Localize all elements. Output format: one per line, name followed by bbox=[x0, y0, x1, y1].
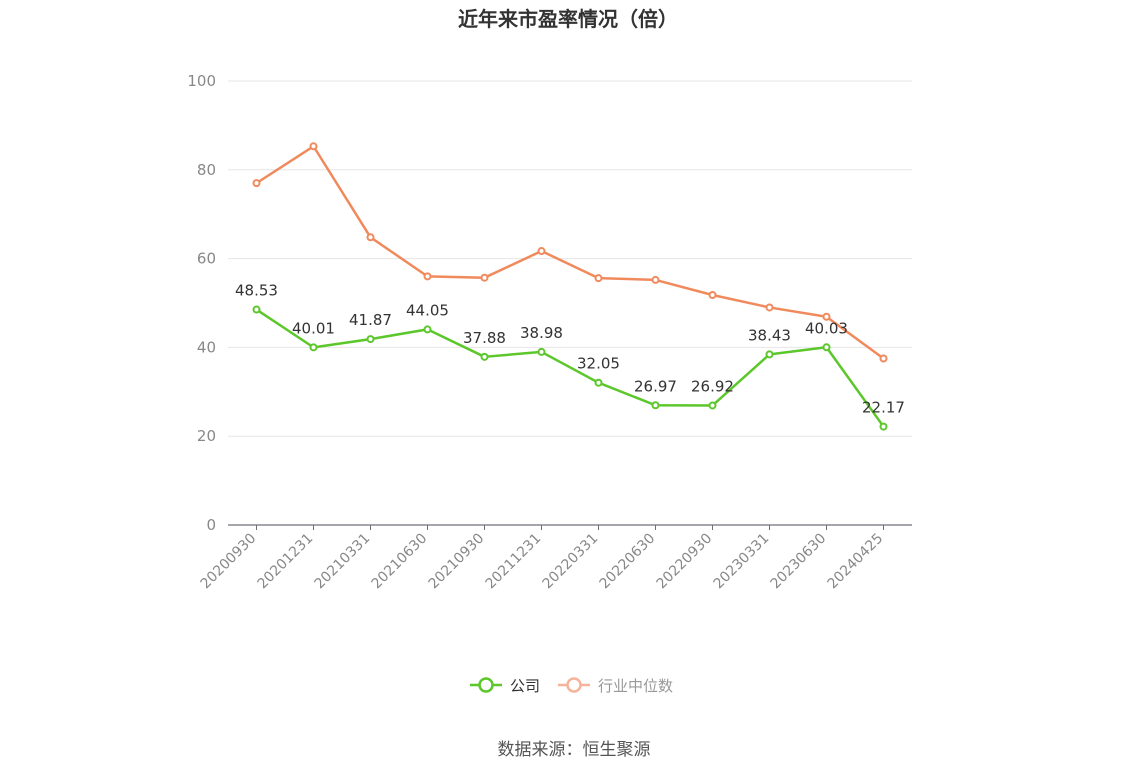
data-point[interactable] bbox=[765, 303, 774, 312]
data-point[interactable] bbox=[366, 233, 375, 242]
data-point[interactable] bbox=[309, 142, 318, 151]
x-tick-label: 20240425 bbox=[825, 531, 887, 593]
data-label: 22.17 bbox=[862, 399, 905, 417]
y-tick-label: 40 bbox=[197, 338, 216, 356]
y-tick-label: 60 bbox=[197, 250, 216, 268]
chart-title: 近年来市盈率情况（倍） bbox=[458, 7, 678, 31]
series-line bbox=[255, 145, 885, 360]
series-1 bbox=[252, 142, 888, 363]
grid-lines bbox=[228, 80, 912, 437]
source-note: 数据来源：恒生聚源 bbox=[498, 740, 651, 760]
data-point[interactable] bbox=[252, 305, 261, 314]
data-point[interactable] bbox=[252, 179, 261, 188]
x-tick-label: 20210331 bbox=[312, 531, 374, 593]
data-label: 38.43 bbox=[748, 326, 791, 344]
x-tick-label: 20210630 bbox=[369, 531, 431, 593]
data-point[interactable] bbox=[480, 273, 489, 282]
legend-label: 行业中位数 bbox=[598, 677, 673, 695]
data-point[interactable] bbox=[537, 247, 546, 256]
data-point[interactable] bbox=[480, 352, 489, 361]
legend-item[interactable]: 公司 bbox=[470, 677, 540, 695]
data-label: 26.97 bbox=[634, 377, 677, 395]
data-point[interactable] bbox=[822, 312, 831, 321]
x-tick-label: 20230630 bbox=[768, 531, 830, 593]
data-point[interactable] bbox=[594, 378, 603, 387]
data-point[interactable] bbox=[822, 343, 831, 352]
data-point[interactable] bbox=[309, 343, 318, 352]
data-label: 40.03 bbox=[805, 319, 848, 337]
legend[interactable]: 公司 行业中位数 bbox=[470, 677, 673, 695]
data-point[interactable] bbox=[423, 325, 432, 334]
data-label: 40.01 bbox=[292, 319, 335, 337]
y-tick-label: 100 bbox=[187, 72, 216, 90]
x-tick-label: 20220930 bbox=[654, 531, 716, 593]
legend-item[interactable]: 行业中位数 bbox=[558, 677, 673, 695]
legend-marker bbox=[566, 677, 582, 693]
y-tick-label: 0 bbox=[206, 516, 216, 534]
data-point[interactable] bbox=[708, 401, 717, 410]
data-label: 32.05 bbox=[577, 355, 620, 373]
y-tick-label: 80 bbox=[197, 161, 216, 179]
data-point[interactable] bbox=[879, 422, 888, 431]
x-axis: 2020093020201231202103312021063020210930… bbox=[198, 524, 912, 593]
x-tick-label: 20210930 bbox=[426, 531, 488, 593]
x-tick-label: 20211231 bbox=[483, 531, 545, 593]
series-0: 48.53 40.01 41.87 44.05 37.88 38.98 32.05 26.97… bbox=[235, 282, 905, 431]
data-point[interactable] bbox=[423, 272, 432, 281]
x-tick-label: 20230331 bbox=[711, 531, 773, 593]
data-label: 41.87 bbox=[349, 311, 392, 329]
data-point[interactable] bbox=[651, 275, 660, 284]
data-point[interactable] bbox=[537, 347, 546, 356]
data-point[interactable] bbox=[651, 401, 660, 410]
data-label: 37.88 bbox=[463, 329, 506, 347]
data-point[interactable] bbox=[366, 335, 375, 344]
y-axis: 0 20 40 60 80 100 bbox=[187, 72, 216, 534]
x-tick-label: 20201231 bbox=[255, 531, 317, 593]
data-point[interactable] bbox=[594, 274, 603, 283]
data-label: 26.92 bbox=[691, 377, 734, 395]
x-tick-label: 20200930 bbox=[198, 531, 260, 593]
x-tick-label: 20220331 bbox=[540, 531, 602, 593]
data-label: 38.98 bbox=[520, 324, 563, 342]
series-line bbox=[255, 308, 885, 428]
x-tick-label: 20220630 bbox=[597, 531, 659, 593]
data-point[interactable] bbox=[879, 354, 888, 363]
legend-marker bbox=[478, 677, 494, 693]
data-point[interactable] bbox=[708, 291, 717, 300]
data-label: 44.05 bbox=[406, 301, 449, 319]
data-point[interactable] bbox=[765, 350, 774, 359]
data-label: 48.53 bbox=[235, 282, 278, 300]
series-layer: 48.53 40.01 41.87 44.05 37.88 38.98 32.05 26.97… bbox=[235, 142, 905, 431]
legend-label: 公司 bbox=[510, 677, 540, 695]
y-tick-label: 20 bbox=[197, 427, 216, 445]
